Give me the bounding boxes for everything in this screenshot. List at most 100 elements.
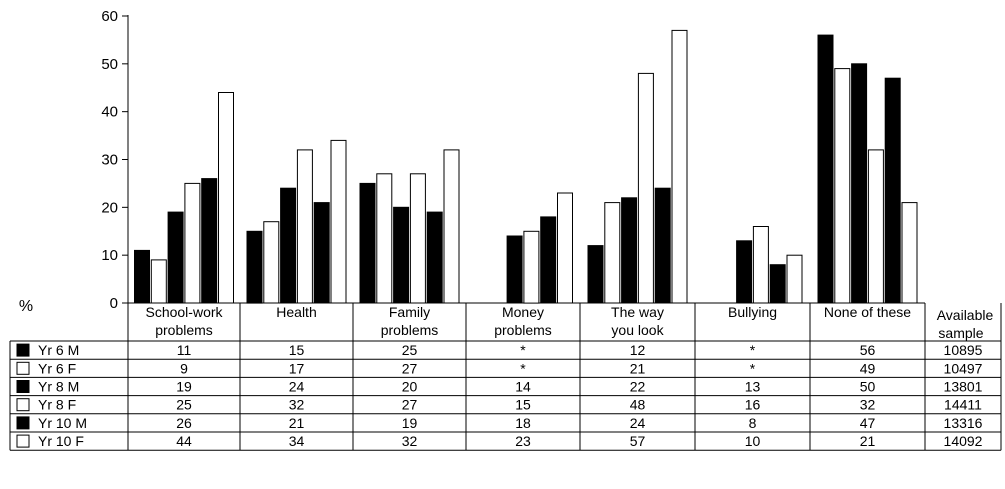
bar bbox=[587, 245, 604, 304]
bar bbox=[654, 187, 671, 304]
data-label: 25 bbox=[402, 342, 418, 358]
bar bbox=[296, 149, 313, 304]
data-label: 15 bbox=[289, 342, 305, 358]
y-tick-label: 60 bbox=[101, 8, 118, 25]
data-label: 26 bbox=[176, 415, 192, 431]
y-tick-label: 30 bbox=[101, 152, 118, 169]
data-label: 27 bbox=[402, 397, 418, 413]
bar bbox=[150, 259, 167, 304]
legend-swatch bbox=[16, 361, 30, 375]
data-label: 23 bbox=[515, 433, 531, 449]
bar bbox=[621, 197, 638, 304]
y-axis-label: % bbox=[19, 298, 33, 315]
data-label: 21 bbox=[630, 360, 646, 376]
sample-value: 13801 bbox=[944, 379, 983, 395]
bar bbox=[246, 230, 263, 304]
sample-value: 13316 bbox=[944, 415, 983, 431]
sample-header: Available bbox=[937, 307, 994, 323]
legend-swatch bbox=[16, 343, 30, 357]
data-label: 56 bbox=[860, 342, 876, 358]
bar bbox=[637, 72, 654, 304]
bar bbox=[330, 139, 347, 304]
bar bbox=[557, 192, 573, 304]
bar bbox=[540, 216, 557, 304]
data-label: 32 bbox=[289, 397, 305, 413]
bar bbox=[769, 264, 786, 304]
data-label: 48 bbox=[630, 397, 646, 413]
legend-swatch bbox=[16, 434, 30, 448]
category-label: School-work bbox=[145, 304, 223, 320]
data-label: 49 bbox=[860, 360, 876, 376]
category-label: Health bbox=[276, 304, 316, 320]
data-label: 8 bbox=[749, 415, 757, 431]
bar bbox=[834, 68, 851, 304]
bar bbox=[736, 240, 753, 304]
bar bbox=[523, 230, 540, 304]
data-label: * bbox=[520, 360, 526, 376]
bar bbox=[604, 202, 621, 304]
data-label: 34 bbox=[289, 433, 305, 449]
bar bbox=[786, 254, 803, 304]
data-label: 27 bbox=[402, 360, 418, 376]
data-label: 32 bbox=[860, 397, 876, 413]
category-label: you look bbox=[611, 322, 664, 338]
bar bbox=[443, 149, 460, 304]
data-label: 24 bbox=[289, 379, 305, 395]
series-name: Yr 10 F bbox=[38, 433, 84, 449]
bar bbox=[134, 249, 150, 304]
bar bbox=[851, 63, 868, 304]
data-label: 32 bbox=[402, 433, 418, 449]
data-label: 22 bbox=[630, 379, 646, 395]
data-label: 9 bbox=[180, 360, 188, 376]
bar bbox=[752, 226, 769, 304]
data-label: 13 bbox=[745, 379, 761, 395]
data-label: 47 bbox=[860, 415, 876, 431]
category-label: The way bbox=[611, 304, 664, 320]
data-label: 14 bbox=[515, 379, 531, 395]
data-label: 21 bbox=[289, 415, 305, 431]
data-label: 24 bbox=[630, 415, 646, 431]
bar bbox=[884, 77, 901, 304]
bar bbox=[167, 211, 184, 304]
data-label: 11 bbox=[177, 342, 192, 358]
data-label: 21 bbox=[860, 433, 876, 449]
bar bbox=[867, 149, 884, 304]
data-label: 25 bbox=[176, 397, 192, 413]
bar bbox=[201, 178, 218, 304]
data-label: 15 bbox=[515, 397, 531, 413]
data-label: 17 bbox=[289, 360, 305, 376]
data-label: 19 bbox=[176, 379, 192, 395]
series-name: Yr 8 M bbox=[38, 379, 79, 395]
bar bbox=[263, 221, 280, 304]
bar bbox=[901, 202, 918, 304]
category-label: problems bbox=[494, 322, 552, 338]
category-label: None of these bbox=[824, 304, 911, 320]
series-name: Yr 6 M bbox=[38, 342, 79, 358]
category-label: Family bbox=[389, 304, 430, 320]
data-label: * bbox=[750, 360, 756, 376]
data-label: 16 bbox=[745, 397, 761, 413]
series-name: Yr 10 M bbox=[38, 415, 87, 431]
sample-value: 10895 bbox=[944, 342, 983, 358]
y-tick-label: 40 bbox=[101, 104, 118, 121]
bar bbox=[506, 235, 523, 304]
bar bbox=[218, 92, 234, 304]
y-tick-label: 20 bbox=[101, 199, 118, 216]
bar bbox=[280, 187, 297, 304]
data-label: 10 bbox=[745, 433, 761, 449]
category-label: problems bbox=[155, 322, 213, 338]
sample-value: 10497 bbox=[944, 360, 983, 376]
bar bbox=[359, 182, 376, 304]
legend-swatch bbox=[16, 398, 30, 412]
bar bbox=[671, 29, 688, 304]
bar bbox=[409, 173, 426, 304]
sample-value: 14411 bbox=[944, 397, 982, 413]
bar bbox=[426, 211, 443, 304]
data-label: * bbox=[750, 342, 756, 358]
data-label: 12 bbox=[630, 342, 646, 358]
series-name: Yr 8 F bbox=[38, 397, 76, 413]
bar bbox=[817, 34, 834, 304]
data-label: 44 bbox=[176, 433, 192, 449]
sample-header: sample bbox=[938, 325, 983, 341]
